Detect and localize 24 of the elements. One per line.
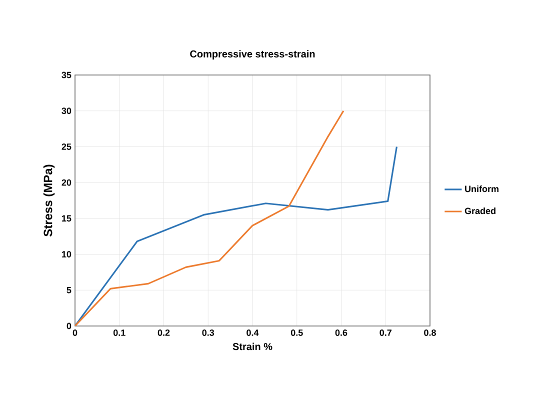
legend-label: Uniform [465, 185, 498, 192]
line-series [75, 146, 398, 326]
x-tick-label: 0.3 [202, 330, 214, 336]
y-tick-label: 5 [66, 286, 72, 294]
y-tick-label: 30 [62, 108, 72, 114]
y-tick-label: 10 [62, 251, 72, 258]
y-axis-title: Stress (MPa) [43, 164, 55, 236]
legend-label: Graded [464, 207, 496, 214]
x-tick-label: 0.1 [113, 330, 126, 336]
x-tick-label: 0.6 [335, 330, 348, 336]
x-tick-label: 0.8 [424, 330, 436, 336]
y-tick-label: 35 [62, 72, 72, 78]
y-tick-label: 20 [62, 179, 72, 186]
x-tick-label: 0.5 [290, 330, 303, 336]
y-tick-label: 15 [62, 215, 72, 222]
x-tick-label: 0.2 [158, 330, 170, 336]
x-tick-label: 0.4 [246, 330, 259, 336]
line-series [75, 110, 344, 326]
y-tick-label: 25 [62, 144, 72, 150]
x-axis-title: Strain % [232, 342, 272, 350]
chart-title: Compressive stress-strain [190, 50, 315, 60]
y-tick-label: 0 [66, 322, 72, 330]
x-tick-label: 0 [72, 330, 78, 336]
x-tick-label: 0.7 [380, 330, 392, 336]
